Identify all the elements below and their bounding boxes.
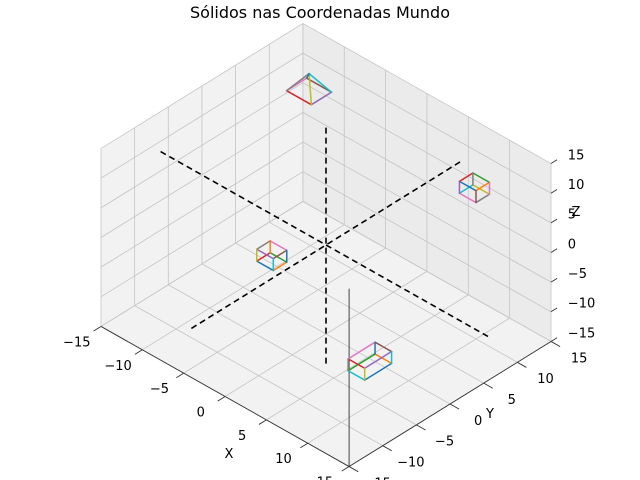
solid-edge: [347, 353, 376, 372]
world-y-axis: [190, 160, 462, 330]
x-tick-label: 5: [238, 429, 246, 444]
z-tick: [550, 189, 558, 194]
solids: [256, 72, 491, 381]
solid-edge: [472, 172, 491, 184]
z-tick-label: 10: [568, 178, 585, 193]
x-tick: [217, 396, 226, 402]
x-axis-label: X: [225, 447, 234, 462]
grid-line: [302, 201, 552, 342]
z-tick: [550, 307, 558, 313]
z-tick-label: −10: [568, 297, 595, 312]
solid-edge: [458, 192, 477, 204]
solid-edge: [347, 358, 366, 369]
y-tick: [483, 382, 494, 389]
solid-edge: [475, 181, 491, 192]
solid-edge: [472, 184, 491, 195]
x-tick: [134, 349, 143, 355]
grid-line: [302, 52, 552, 194]
solid-edge: [256, 248, 275, 260]
solid-edge: [308, 72, 313, 106]
y-tick-label: 15: [571, 351, 588, 366]
y-tick: [550, 341, 561, 347]
solid-pyramid: [285, 72, 333, 106]
z-axis-label: Z: [572, 205, 581, 220]
world-x-axis: [160, 150, 492, 340]
y-tick: [517, 361, 527, 368]
grid-line: [302, 23, 552, 164]
y-tick-label: −10: [397, 456, 424, 471]
x-tick-label: −15: [63, 335, 90, 350]
chart-title: Sólidos nas Coordenadas Mundo: [190, 3, 450, 22]
z-tick: [550, 159, 558, 164]
solid-edge: [458, 184, 474, 194]
solid-edge: [269, 252, 288, 263]
solid-box: [256, 240, 288, 272]
solid-box: [458, 172, 491, 204]
x-tick-label: 15: [317, 476, 334, 480]
solid-edge: [458, 180, 477, 192]
y-tick: [382, 445, 393, 452]
y-tick: [348, 466, 359, 473]
solid-edge: [363, 362, 393, 381]
z-tick: [550, 248, 558, 253]
y-tick-label: −15: [363, 476, 390, 480]
solid-box: [347, 341, 393, 381]
solid-edge: [347, 341, 376, 360]
x-tick-label: −10: [104, 359, 131, 374]
z-tick: [550, 337, 558, 342]
solid-edge: [363, 350, 393, 369]
world-axes: [160, 126, 492, 364]
z-tick-label: 5: [568, 208, 576, 223]
z-tick: [550, 218, 558, 224]
x-tick: [341, 466, 350, 472]
x-tick: [300, 442, 308, 449]
z-tick: [550, 278, 558, 283]
z-tick-label: 15: [568, 148, 585, 163]
x-tick: [176, 372, 184, 379]
solid-edge: [256, 252, 271, 262]
x-tick: [93, 326, 102, 332]
x-tick: [258, 419, 267, 425]
grid-line: [100, 23, 304, 149]
y-axis-label: Y: [485, 407, 494, 422]
solid-edge: [310, 91, 333, 106]
x-tick-label: −5: [150, 382, 169, 397]
solid-edge: [269, 240, 288, 252]
solid-edge: [256, 240, 271, 251]
solid-edge: [285, 89, 313, 106]
z-tick-label: 0: [568, 237, 576, 252]
solid-edge: [256, 260, 275, 272]
solid-edge: [458, 172, 474, 183]
solid-edge: [308, 72, 333, 93]
y-tick-label: −5: [435, 435, 454, 450]
solid-edge: [272, 261, 288, 272]
z-tick-label: −15: [568, 326, 595, 341]
solid-edge: [475, 193, 491, 204]
solid-edge: [374, 341, 393, 353]
solid-edge: [306, 72, 310, 79]
solid-edge: [374, 353, 393, 365]
grid-line: [100, 52, 304, 179]
solid-edge: [285, 72, 310, 92]
y-tick: [449, 403, 460, 410]
tick-labels: −15 −15 −15 −10 −10 −10 −5 −5 −5 0 0 0 5 5 5 10 10 10 15 15…: [63, 148, 595, 480]
y-tick-label: 5: [508, 393, 516, 408]
x-tick-label: 0: [197, 406, 205, 421]
solid-edge: [347, 369, 366, 381]
x-tick-label: 10: [275, 452, 292, 467]
solid-edge: [306, 77, 333, 93]
y-tick: [416, 424, 426, 431]
grid-line: [269, 221, 518, 363]
y-tick-label: 10: [537, 372, 554, 387]
z-tick-label: −5: [568, 267, 587, 282]
solid-edge: [272, 249, 288, 260]
y-tick-label: 0: [474, 414, 482, 429]
